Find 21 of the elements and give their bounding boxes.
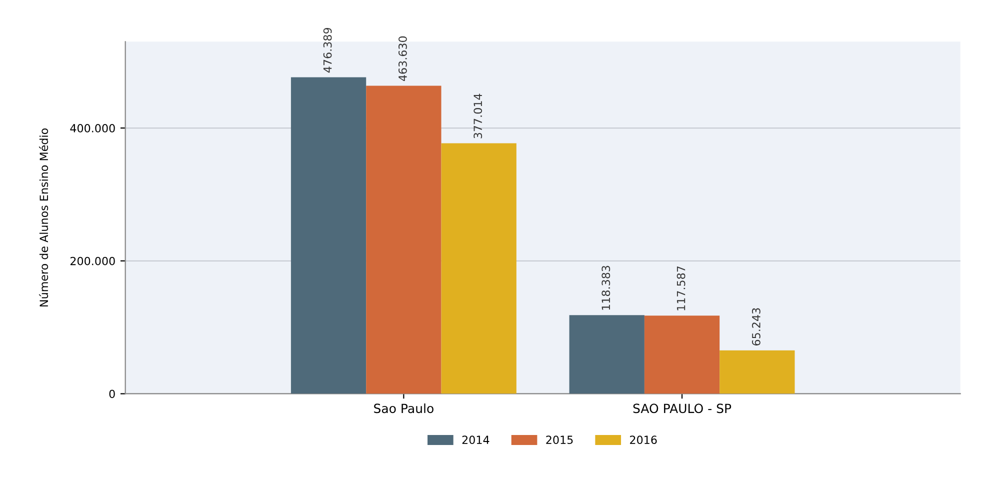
y-tick-label: 0 <box>109 390 115 398</box>
data-label: 463.630 <box>398 36 407 82</box>
y-tick-label: 200.000 <box>70 256 115 266</box>
bar <box>366 86 442 394</box>
y-tick-label: 400.000 <box>70 124 115 132</box>
data-label: 377.014 <box>474 94 482 138</box>
legend-label: 2014 <box>462 436 490 444</box>
legend-label: 2016 <box>630 436 657 444</box>
data-label: 65.243 <box>752 308 760 346</box>
bar <box>644 316 720 394</box>
data-label: 117.587 <box>676 266 686 310</box>
x-tick-label: SAO PAULO - SP <box>633 404 732 414</box>
data-label: 476.389 <box>323 28 332 73</box>
y-axis-title: Número de Alunos Ensino Médio <box>39 128 48 306</box>
legend-label: 2015 <box>546 436 573 444</box>
x-tick-label: Sao Paulo <box>374 403 434 414</box>
bar <box>569 315 644 394</box>
data-label: 118.383 <box>602 266 610 310</box>
bar <box>290 77 366 394</box>
bar <box>441 143 516 394</box>
bar <box>720 350 795 394</box>
